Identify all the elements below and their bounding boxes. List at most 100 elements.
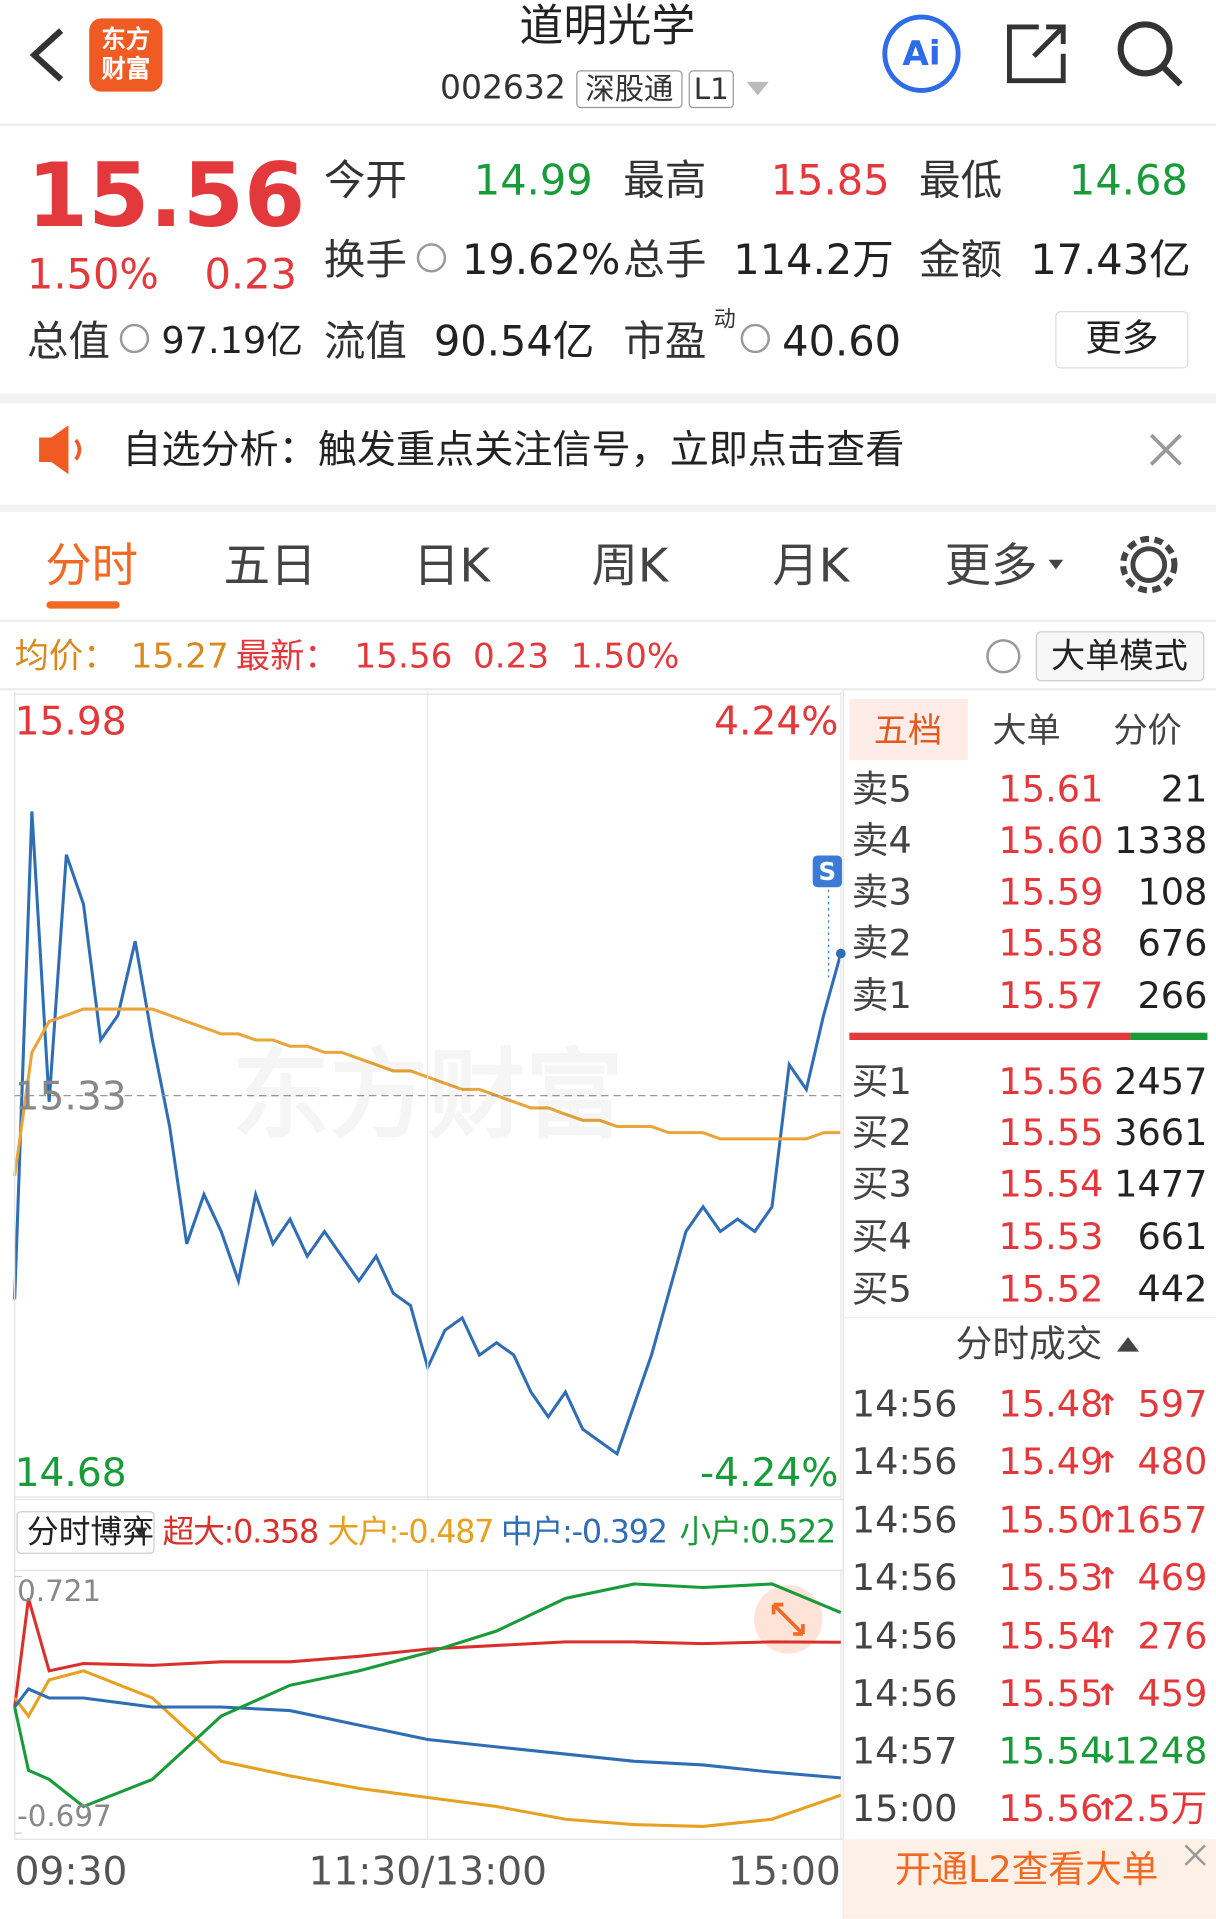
book-tab[interactable]: 五档 xyxy=(873,710,943,751)
latest-label: 最新： xyxy=(235,635,339,676)
bid-bar xyxy=(1130,1032,1208,1041)
more-button[interactable]: 更多 xyxy=(1085,317,1159,361)
stat-value: 114.2万 xyxy=(733,235,894,285)
avg-label: 均价： xyxy=(14,635,118,676)
dropdown-arrow[interactable] xyxy=(1048,559,1064,570)
mode-box[interactable] xyxy=(1035,631,1205,682)
collapse-arrow[interactable] xyxy=(1116,1336,1139,1352)
mode-button[interactable]: 大单模式 xyxy=(1050,635,1188,676)
info-icon[interactable] xyxy=(740,323,770,354)
chart-tab[interactable]: 更多 xyxy=(944,538,1038,593)
book-volume: 1338 xyxy=(1114,820,1208,863)
speaker-icon xyxy=(39,425,69,475)
book-label: 卖4 xyxy=(851,820,912,863)
chart-tab[interactable]: 五日 xyxy=(223,538,317,593)
trade-time: 15:00 xyxy=(851,1787,958,1831)
trade-price: 15.53 xyxy=(998,1556,1104,1600)
chart-tab[interactable]: 周K xyxy=(591,538,669,593)
trade-dir: ↑ xyxy=(1095,1677,1120,1713)
trade-volume: 1248 xyxy=(1114,1730,1208,1774)
price: 15.56 xyxy=(26,144,306,247)
trade-dir: ↑ xyxy=(1095,1445,1120,1480)
y2-tick-label: -4.24% xyxy=(700,1449,839,1496)
flow-legend: 小户: 0.522 xyxy=(679,1514,836,1551)
logo-text: 财富 xyxy=(101,53,151,84)
book-volume: 2457 xyxy=(1114,1060,1208,1104)
divider xyxy=(0,123,1216,126)
y-tick-label: 15.98 xyxy=(14,697,127,745)
stat-value: 15.85 xyxy=(770,156,890,206)
trade-dir: ↑ xyxy=(1095,1620,1120,1655)
trade-price: 15.48 xyxy=(998,1383,1104,1427)
chart-tab[interactable]: 日K xyxy=(413,538,490,593)
trades-title[interactable]: 分时成交 xyxy=(955,1323,1103,1367)
info-icon[interactable] xyxy=(119,323,150,354)
flow-legend: 大户: -0.487 xyxy=(327,1514,495,1551)
stat-value: 14.99 xyxy=(473,156,593,206)
chart-tab[interactable]: 月K xyxy=(772,538,850,593)
close-promo[interactable] xyxy=(1184,1844,1206,1866)
book-volume: 3661 xyxy=(1114,1112,1208,1155)
settings-icon[interactable] xyxy=(1130,546,1168,583)
stat-label: 今开 xyxy=(323,156,407,206)
trade-volume: 2.5万 xyxy=(1112,1787,1208,1831)
settings-gear xyxy=(1120,535,1178,594)
book-price: 15.60 xyxy=(998,820,1104,863)
promo-text[interactable]: 开通L2查看大单 xyxy=(894,1849,1159,1892)
divider xyxy=(0,619,1216,623)
trade-time: 14:56 xyxy=(851,1615,958,1659)
logo-text: 东方 xyxy=(101,24,151,54)
trade-time: 14:56 xyxy=(851,1556,958,1600)
stat-value: 19.62% xyxy=(461,235,621,285)
ai-button[interactable] xyxy=(882,14,961,93)
change-pct: 1.50% xyxy=(26,250,159,300)
trade-time: 14:56 xyxy=(851,1499,958,1543)
book-price: 15.58 xyxy=(998,922,1104,966)
stat-label: 最低 xyxy=(919,156,1003,206)
trade-dir: ↓ xyxy=(1095,1735,1120,1770)
book-label: 买5 xyxy=(851,1268,912,1312)
trade-price: 15.54 xyxy=(998,1615,1104,1659)
trade-price: 15.56 xyxy=(998,1787,1104,1831)
book-volume: 661 xyxy=(1137,1215,1208,1259)
dropdown-arrow xyxy=(133,1527,148,1538)
divider xyxy=(0,688,1216,691)
flow-select[interactable] xyxy=(16,1511,155,1554)
y-tick-label: 15.33 xyxy=(14,1072,127,1119)
latest-value: 15.56 xyxy=(354,635,453,676)
share-icon[interactable] xyxy=(1007,24,1066,84)
flow-legend: 超大: 0.358 xyxy=(163,1517,320,1549)
info-icon[interactable] xyxy=(416,243,447,273)
dropdown-arrow[interactable] xyxy=(746,81,769,96)
book-tab[interactable]: 分价 xyxy=(1113,710,1182,751)
promo-bg[interactable] xyxy=(843,1839,1216,1919)
trade-time: 14:56 xyxy=(851,1673,958,1716)
chart-tab[interactable]: 分时 xyxy=(45,538,139,593)
stat-value: 14.68 xyxy=(1068,156,1188,206)
book-price: 15.61 xyxy=(998,768,1104,812)
flow-title: 分时博弈 xyxy=(26,1514,155,1551)
book-volume: 1477 xyxy=(1114,1163,1208,1207)
logo xyxy=(89,18,163,92)
book-volume: 266 xyxy=(1137,975,1208,1019)
speaker-wave xyxy=(74,438,82,461)
close-banner[interactable] xyxy=(1149,433,1182,466)
avg-value: 15.27 xyxy=(130,635,229,676)
back-button[interactable] xyxy=(29,28,64,82)
book-price: 15.56 xyxy=(998,1060,1104,1104)
legend-text: 小户: xyxy=(679,1514,751,1551)
legend-text: 大户: xyxy=(327,1514,400,1551)
series-line xyxy=(13,1687,841,1780)
book-tab[interactable]: 大单 xyxy=(992,710,1061,751)
help-icon[interactable] xyxy=(986,639,1021,674)
more-box[interactable] xyxy=(1055,311,1189,369)
book-label: 买1 xyxy=(851,1060,912,1104)
banner-text[interactable]: 自选分析：触发重点关注信号，立即点击查看 xyxy=(122,426,905,473)
trade-volume: 276 xyxy=(1137,1615,1208,1659)
book-label: 卖5 xyxy=(851,768,912,812)
y-tick-label: -0.697 xyxy=(17,1798,112,1834)
trade-dir: ↑ xyxy=(1095,1388,1120,1423)
search-icon[interactable] xyxy=(1117,21,1173,77)
trade-price: 15.55 xyxy=(998,1673,1104,1716)
